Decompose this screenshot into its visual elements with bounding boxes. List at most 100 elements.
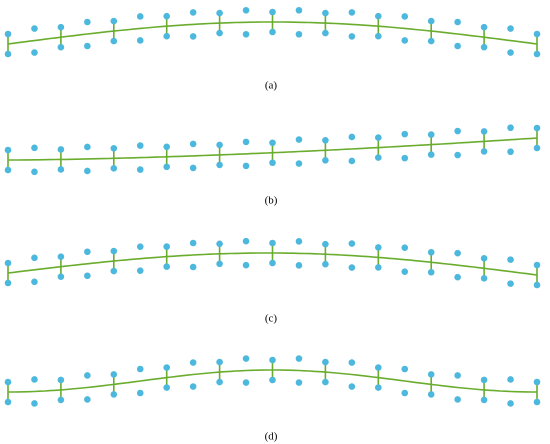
dot bbox=[427, 268, 435, 276]
dot bbox=[322, 9, 329, 17]
dot bbox=[533, 30, 541, 38]
dot bbox=[57, 23, 65, 31]
dot bbox=[507, 280, 514, 287]
dot bbox=[401, 13, 409, 20]
dot bbox=[110, 37, 118, 45]
dot bbox=[4, 50, 12, 58]
dot bbox=[269, 28, 276, 36]
dot bbox=[322, 136, 329, 144]
dot bbox=[375, 364, 382, 371]
dot bbox=[533, 261, 541, 269]
dot bbox=[4, 279, 12, 287]
dot bbox=[110, 247, 118, 255]
dot bbox=[31, 254, 38, 262]
dot bbox=[295, 355, 303, 362]
dot bbox=[295, 262, 303, 269]
dot bbox=[110, 17, 118, 25]
dot bbox=[322, 156, 329, 164]
dot bbox=[57, 253, 65, 261]
dot bbox=[480, 275, 488, 282]
dot bbox=[216, 29, 223, 37]
dot bbox=[189, 359, 197, 366]
dot bbox=[322, 29, 329, 37]
dot bbox=[84, 167, 91, 175]
dot bbox=[295, 379, 303, 386]
dot bbox=[84, 42, 91, 50]
dot bbox=[401, 365, 409, 373]
dot bbox=[242, 355, 250, 362]
dot bbox=[189, 239, 197, 247]
dot bbox=[454, 18, 461, 26]
dot bbox=[136, 166, 144, 173]
dot bbox=[189, 263, 197, 271]
dot bbox=[269, 239, 276, 247]
dot bbox=[375, 244, 382, 251]
dot bbox=[533, 398, 541, 406]
dot bbox=[57, 146, 65, 153]
dot bbox=[84, 272, 91, 280]
dot bbox=[163, 263, 170, 270]
dot bbox=[31, 376, 38, 383]
dot bbox=[533, 50, 541, 58]
dot bbox=[110, 371, 118, 378]
dot bbox=[242, 6, 250, 14]
dot bbox=[348, 133, 356, 141]
dot bbox=[507, 148, 514, 156]
dot bbox=[480, 255, 488, 262]
dot bbox=[427, 17, 435, 25]
dot bbox=[480, 148, 488, 155]
dot bbox=[4, 166, 12, 174]
dot bbox=[163, 384, 170, 391]
dot bbox=[401, 130, 409, 138]
dot bbox=[507, 49, 514, 56]
dot bbox=[163, 364, 170, 371]
dot bbox=[57, 376, 65, 384]
dot bbox=[189, 9, 197, 16]
dot bbox=[57, 396, 65, 404]
dot bbox=[375, 134, 382, 141]
dot bbox=[269, 159, 276, 167]
dot bbox=[295, 30, 303, 38]
dot bbox=[84, 248, 91, 256]
dot bbox=[110, 391, 118, 398]
dot bbox=[375, 154, 382, 161]
dot bbox=[216, 240, 223, 248]
dot bbox=[136, 389, 144, 397]
dot bbox=[427, 37, 435, 45]
dot bbox=[31, 144, 38, 152]
dot bbox=[136, 243, 144, 250]
dot bbox=[242, 261, 250, 269]
dot bbox=[507, 400, 514, 407]
dot bbox=[401, 389, 409, 397]
dot bbox=[454, 372, 461, 379]
dot bbox=[4, 146, 12, 154]
dot bbox=[216, 161, 223, 169]
dot bbox=[57, 43, 65, 51]
dot bbox=[295, 238, 303, 245]
dot bbox=[295, 6, 303, 14]
dot bbox=[533, 281, 541, 289]
dot bbox=[189, 140, 197, 148]
dot bbox=[507, 376, 514, 383]
dot bbox=[348, 264, 356, 271]
dot bbox=[189, 164, 197, 172]
dot bbox=[216, 378, 223, 386]
dot bbox=[533, 124, 541, 132]
dot bbox=[348, 33, 356, 40]
dot bbox=[533, 144, 541, 152]
dot bbox=[216, 260, 223, 268]
dot bbox=[57, 273, 65, 281]
dot bbox=[242, 162, 250, 170]
dot bbox=[4, 398, 12, 406]
dot bbox=[242, 30, 250, 38]
dot bbox=[189, 383, 197, 390]
dot bbox=[242, 237, 250, 245]
dot bbox=[136, 365, 144, 373]
dot bbox=[31, 400, 38, 407]
dot bbox=[136, 267, 144, 274]
dot bbox=[401, 154, 409, 162]
dot bbox=[269, 139, 276, 147]
dot bbox=[31, 25, 38, 32]
dot bbox=[136, 13, 144, 20]
